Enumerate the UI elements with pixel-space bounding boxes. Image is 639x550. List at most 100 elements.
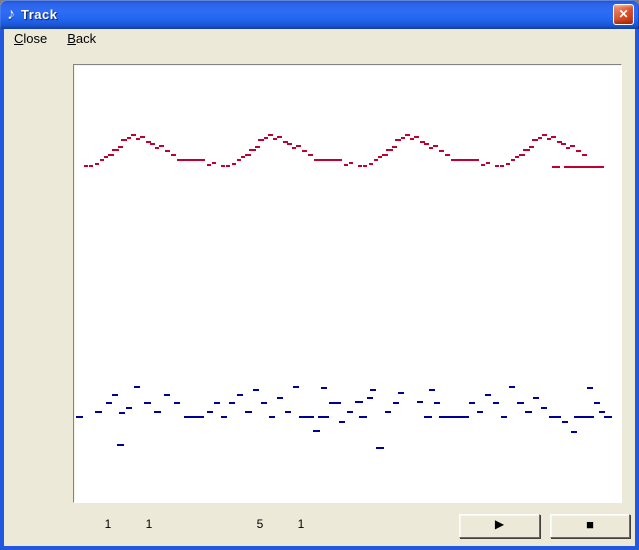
bass-blue-note: [541, 407, 547, 409]
bass-blue-note: [269, 416, 275, 418]
bass-blue-note: [76, 416, 83, 418]
bass-blue-note: [594, 402, 600, 404]
menu-item-back[interactable]: Back: [67, 31, 97, 46]
melody-red-note: [314, 159, 342, 161]
bass-blue-note: [313, 430, 320, 432]
bass-blue-note: [106, 402, 112, 404]
melody-red-note: [378, 156, 382, 158]
melody-red-note: [401, 137, 405, 139]
bass-blue-note: [117, 444, 124, 446]
bass-blue-note: [229, 402, 235, 404]
bass-blue-note: [549, 416, 561, 418]
melody-red-note: [177, 159, 205, 161]
melody-red-note: [155, 147, 159, 149]
melody-red-note: [292, 147, 296, 149]
melody-red-note: [302, 150, 307, 152]
bass-blue-note: [359, 416, 367, 418]
bass-blue-note: [214, 402, 220, 404]
melody-red-note: [245, 154, 251, 156]
bass-blue-note: [429, 389, 435, 391]
melody-red-note: [277, 136, 282, 138]
melody-red-note: [576, 150, 581, 152]
bass-blue-note: [112, 394, 118, 396]
melody-red-note: [207, 164, 211, 166]
melody-red-note: [570, 145, 575, 147]
bass-blue-note: [339, 421, 345, 423]
bass-blue-note: [571, 431, 577, 433]
stop-button[interactable]: ■: [550, 514, 630, 538]
melody-red-note: [395, 139, 401, 141]
melody-red-note: [424, 143, 429, 145]
melody-red-note: [515, 156, 519, 158]
bass-blue-note: [370, 389, 376, 391]
melody-red-note: [100, 159, 104, 161]
close-icon: ✕: [618, 7, 629, 21]
melody-red-note: [582, 154, 587, 156]
bass-blue-note: [245, 411, 252, 413]
melody-red-note: [226, 165, 230, 167]
melody-red-note: [557, 141, 562, 143]
bass-blue-note: [501, 416, 507, 418]
melody-red-note: [405, 134, 410, 136]
bass-blue-note: [293, 386, 299, 388]
bass-blue-note: [533, 397, 539, 399]
bass-blue-note: [134, 386, 140, 388]
melody-red-note: [538, 137, 542, 139]
beat-label-2: 1: [145, 517, 153, 531]
bass-blue-note: [599, 411, 605, 413]
melody-red-note: [150, 143, 155, 145]
melody-red-note: [511, 159, 515, 161]
melody-red-note: [358, 165, 362, 167]
bass-blue-note: [164, 394, 170, 396]
menu-item-close[interactable]: Close: [14, 31, 48, 46]
bass-blue-note: [562, 421, 568, 423]
bass-blue-note: [318, 416, 322, 418]
beat-label-4: 1: [297, 517, 305, 531]
bass-blue-note: [144, 402, 151, 404]
bass-blue-note: [477, 411, 483, 413]
bass-blue-note: [322, 416, 329, 418]
melody-red-note: [95, 163, 99, 165]
bass-blue-note: [277, 397, 283, 399]
melody-red-note: [486, 162, 490, 164]
bass-blue-note: [424, 416, 432, 418]
bass-blue-note: [469, 402, 475, 404]
melody-red-note: [495, 165, 499, 167]
bass-blue-note: [347, 411, 353, 413]
piano-roll-panel[interactable]: [73, 64, 622, 503]
melody-red-note: [118, 146, 123, 148]
melody-red-note: [255, 146, 260, 148]
melody-red-note: [308, 154, 313, 156]
melody-red-note: [131, 134, 136, 136]
bass-blue-note: [485, 394, 491, 396]
melody-red-note: [386, 149, 393, 151]
melody-red-note: [237, 159, 241, 161]
bass-blue-note: [434, 402, 440, 404]
melody-red-note: [159, 145, 164, 147]
melody-red-note: [523, 149, 530, 151]
close-button[interactable]: ✕: [613, 4, 634, 25]
melody-red-note: [89, 165, 93, 167]
melody-red-note: [410, 138, 414, 140]
bass-blue-note: [126, 407, 132, 409]
melody-red-note: [140, 136, 145, 138]
bass-blue-note: [299, 416, 314, 418]
bass-blue-note: [329, 402, 341, 404]
melody-red-note: [481, 164, 485, 166]
melody-red-note: [241, 156, 245, 158]
melody-red-note: [84, 165, 88, 167]
melody-red-note: [439, 150, 444, 152]
bass-blue-note: [154, 411, 161, 413]
play-button[interactable]: ▶: [459, 514, 540, 538]
melody-red-note: [392, 146, 397, 148]
melody-red-note: [551, 136, 556, 138]
melody-red-note: [529, 146, 534, 148]
melody-red-note: [171, 154, 176, 156]
bass-blue-note: [221, 416, 227, 418]
music-note-icon: ♪: [7, 5, 15, 23]
melody-red-note: [212, 162, 216, 164]
bass-blue-note: [439, 416, 469, 418]
melody-red-note: [451, 159, 479, 161]
bass-blue-note: [587, 387, 593, 389]
title-bar[interactable]: ♪ Track ✕: [0, 0, 639, 29]
